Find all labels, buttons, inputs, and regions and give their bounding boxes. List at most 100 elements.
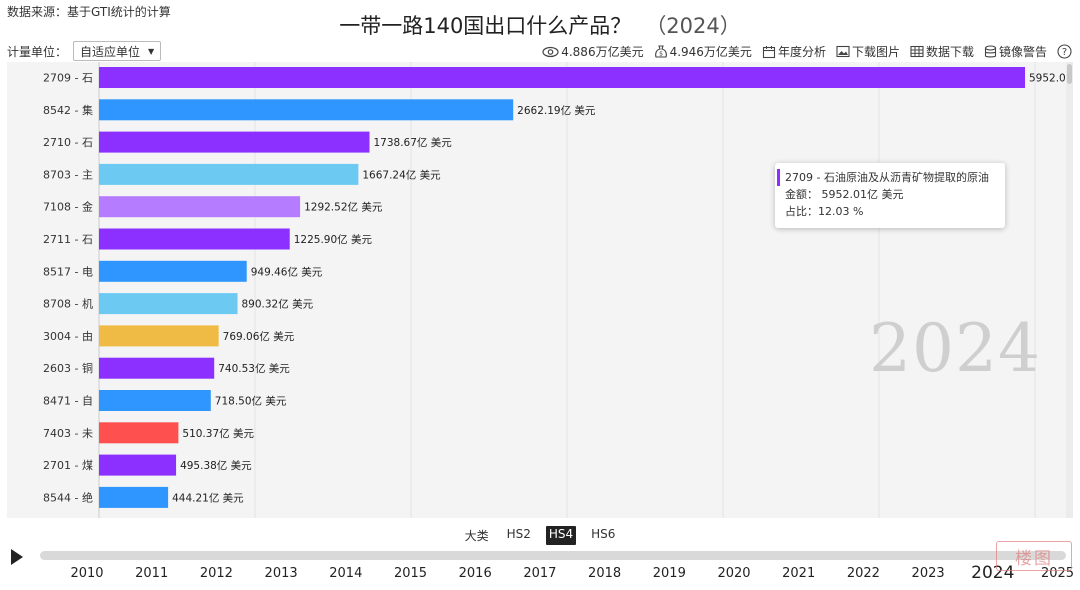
timeline-year[interactable]: 2025 — [1040, 566, 1075, 581]
unit-selector-row: 计量单位： 自适应单位 ▼ — [7, 41, 162, 61]
help-button[interactable]: ? — [1057, 44, 1072, 59]
bar[interactable] — [99, 99, 514, 121]
bar-chart-svg: 2709 - 石 5952.01 8542 - 集 2662.19亿 美元 2710 -… — [43, 62, 1066, 518]
timeline-year[interactable]: 2023 — [911, 566, 945, 581]
mirror-warning-button[interactable]: 镜像警告 — [984, 43, 1047, 60]
bar[interactable] — [99, 390, 211, 411]
timeline-year[interactable]: 2020 — [717, 566, 751, 581]
timeline-year[interactable]: 2022 — [846, 566, 880, 581]
timeline-year[interactable]: 2024 — [971, 563, 1015, 583]
bar[interactable] — [99, 131, 370, 153]
category-label: 8708 - 机 — [43, 297, 93, 311]
category-label: 8517 - 电 — [43, 265, 93, 278]
eye-icon — [542, 46, 559, 57]
views-value: 4.886万亿美元 — [561, 45, 644, 59]
value-label: 890.32亿 美元 — [242, 298, 314, 311]
tooltip-share: 占比：12.03 % — [785, 205, 864, 218]
timeline-year[interactable]: 2015 — [393, 566, 428, 581]
category-label: 7108 - 金 — [43, 200, 93, 214]
value-label: 769.06亿 美元 — [223, 330, 295, 343]
bar[interactable] — [99, 228, 290, 250]
download-data-button[interactable]: 数据下载 — [910, 43, 974, 60]
chart-scrollbar[interactable] — [1066, 62, 1073, 518]
timeline-year[interactable]: 2016 — [458, 566, 492, 581]
unit-label: 计量单位： — [7, 44, 68, 59]
timeline-year[interactable]: 2013 — [264, 566, 298, 581]
image-icon — [836, 45, 850, 58]
level-tab[interactable]: HS6 — [591, 527, 616, 541]
mirror-warning-label: 镜像警告 — [998, 45, 1047, 59]
chart-scrollbar-thumb[interactable] — [1067, 64, 1072, 84]
svg-text:$: $ — [659, 50, 663, 57]
timeline-year[interactable]: 2010 — [70, 566, 104, 581]
value-label: 495.38亿 美元 — [180, 459, 252, 472]
level-tab[interactable]: HS4 — [545, 526, 577, 545]
table-icon — [910, 45, 924, 58]
download-image-button[interactable]: 下载图片 — [836, 43, 900, 60]
bar[interactable] — [99, 422, 179, 444]
bar[interactable] — [99, 260, 247, 282]
value-label: 949.46亿 美元 — [251, 265, 323, 278]
timeline-year[interactable]: 2018 — [588, 566, 622, 581]
category-label: 2710 - 石 — [43, 136, 93, 149]
timeline-year[interactable]: 2019 — [652, 566, 686, 581]
bar[interactable] — [99, 293, 238, 315]
total-value: 4.946万亿美元 — [669, 45, 752, 59]
category-label: 2701 - 煤 — [43, 459, 93, 472]
value-label: 740.53亿 美元 — [218, 362, 290, 375]
timeline-year[interactable]: 2017 — [523, 566, 557, 581]
download-image-label: 下载图片 — [851, 45, 900, 59]
value-label: 1292.52亿 美元 — [304, 201, 383, 214]
views-stat: 4.886万亿美元 — [542, 43, 644, 60]
category-label: 3004 - 由 — [43, 329, 93, 343]
total-stat: $ 4.946万亿美元 — [654, 43, 752, 60]
data-source-note: 数据来源：基于GTI统计的计算 — [7, 5, 171, 19]
value-label: 1225.90亿 美元 — [294, 233, 373, 246]
download-data-label: 数据下载 — [925, 45, 974, 59]
calendar-icon — [762, 45, 775, 58]
value-label: 5952.01 — [1029, 73, 1066, 85]
value-label: 718.50亿 美元 — [215, 395, 287, 408]
level-tab[interactable]: 大类 — [464, 529, 489, 543]
money-bag-icon: $ — [654, 44, 667, 58]
annual-analysis-button[interactable]: 年度分析 — [762, 43, 826, 60]
title-text: 一带一路140国出口什么产品？ — [339, 14, 632, 38]
toolbar: 4.886万亿美元 $ 4.946万亿美元 年度分析 下载图片 数据下载 镜像警… — [542, 43, 1072, 60]
bar-tooltip: 2709 - 石油原油及从沥青矿物提取的原油 金额： 5952.01亿 美元 占… — [775, 163, 1005, 228]
help-glyph: ? — [1062, 47, 1067, 58]
timeline-year[interactable]: 2012 — [199, 566, 233, 581]
bar[interactable] — [99, 67, 1025, 88]
database-icon — [984, 44, 997, 57]
category-label: 8544 - 绝 — [43, 490, 93, 504]
timeline-year[interactable]: 2011 — [135, 566, 169, 581]
value-label: 1738.67亿 美元 — [373, 136, 452, 149]
category-label: 7403 - 未 — [43, 427, 93, 440]
bar[interactable] — [99, 325, 219, 347]
value-label: 444.21亿 美元 — [172, 491, 244, 504]
unit-dropdown[interactable]: 自适应单位 ▼ — [73, 41, 162, 61]
category-label: 8542 - 集 — [43, 103, 93, 117]
timeline-year[interactable]: 2021 — [782, 566, 816, 581]
caret-down-icon: ▼ — [148, 46, 155, 56]
level-tab[interactable]: HS2 — [506, 527, 531, 541]
timeline-year[interactable]: 2014 — [329, 566, 363, 581]
bar[interactable] — [99, 196, 301, 218]
bar[interactable] — [99, 454, 177, 476]
category-label: 8703 - 主 — [43, 168, 93, 181]
play-icon[interactable] — [11, 549, 23, 565]
value-label: 1667.24亿 美元 — [362, 168, 441, 181]
tooltip-title: 2709 - 石油原油及从沥青矿物提取的原油 — [777, 169, 995, 186]
bar[interactable] — [99, 357, 215, 379]
timeline-years: 2010 2011 2012 2013 2014 2015 2016 2017 2018 2019… — [0, 563, 1080, 586]
category-label: 8471 - 自 — [43, 395, 93, 408]
bar-chart-area: 2709 - 石 5952.01 8542 - 集 2662.19亿 美元 2710 -… — [7, 62, 1073, 518]
bar[interactable] — [99, 486, 169, 508]
corner-logo: 楼图 — [996, 541, 1072, 571]
page-title: 一带一路140国出口什么产品？ （2024） — [0, 10, 1080, 40]
timeline-track[interactable] — [40, 551, 1066, 560]
annual-analysis-label: 年度分析 — [777, 45, 826, 59]
value-label: 510.37亿 美元 — [182, 427, 254, 440]
classification-level-tabs: 大类 HS2 HS4 HS6 — [0, 526, 1080, 545]
tooltip-amount: 金额： 5952.01亿 美元 — [785, 188, 904, 201]
bar[interactable] — [99, 163, 359, 185]
